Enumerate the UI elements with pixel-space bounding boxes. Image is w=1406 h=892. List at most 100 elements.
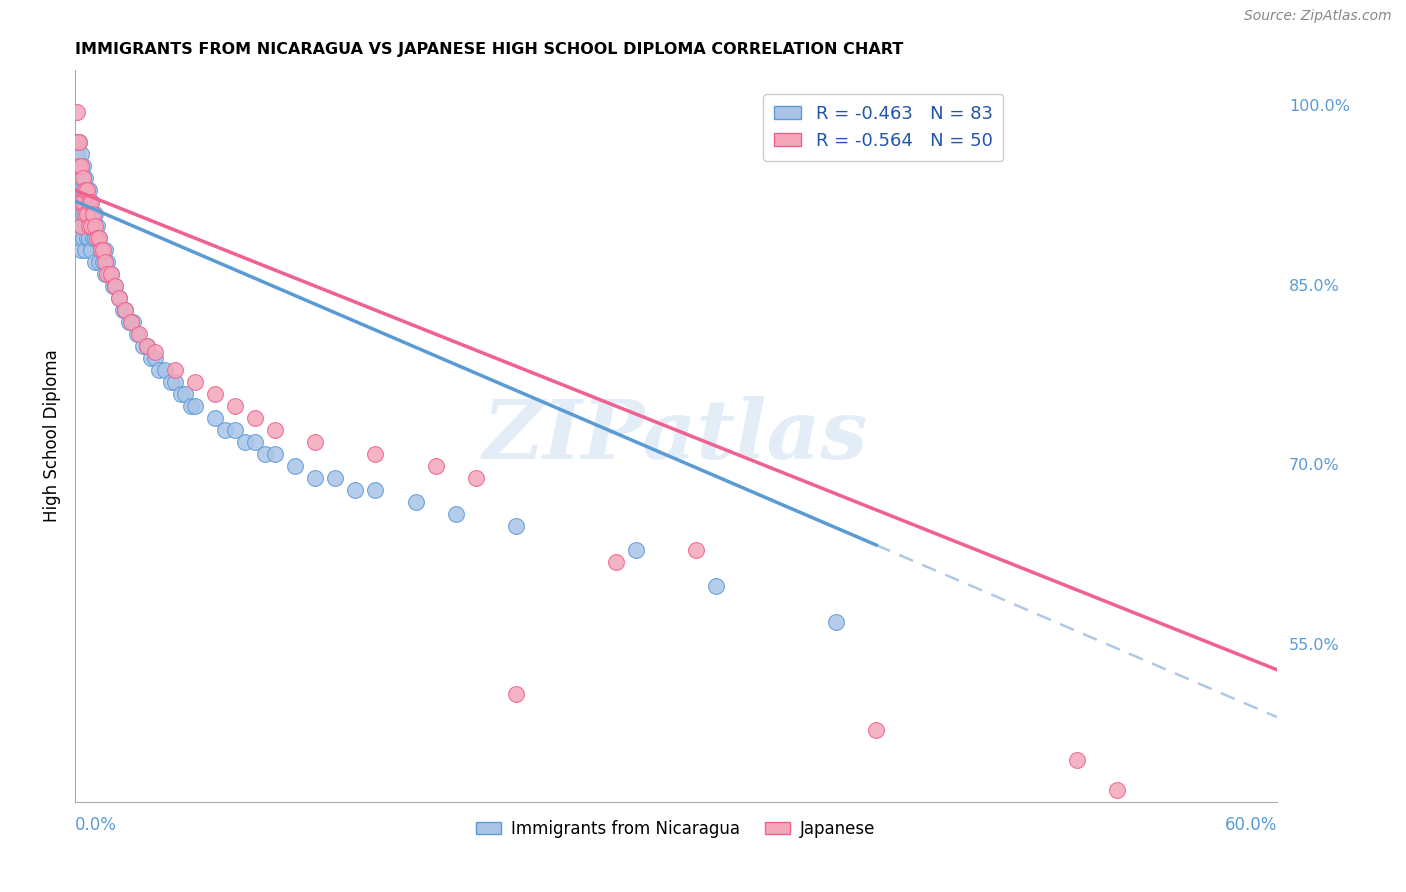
Point xyxy=(325,471,347,485)
Point xyxy=(344,483,367,497)
Point xyxy=(80,219,103,234)
Point xyxy=(67,207,90,221)
Point xyxy=(184,375,207,389)
Point xyxy=(127,327,149,342)
Point xyxy=(122,315,145,329)
Point xyxy=(245,411,267,425)
Point xyxy=(505,687,527,701)
Text: 85.0%: 85.0% xyxy=(1289,278,1340,293)
Point xyxy=(214,423,236,437)
Point xyxy=(70,244,93,258)
Point xyxy=(96,267,118,281)
Point xyxy=(136,339,159,353)
Text: IMMIGRANTS FROM NICARAGUA VS JAPANESE HIGH SCHOOL DIPLOMA CORRELATION CHART: IMMIGRANTS FROM NICARAGUA VS JAPANESE HI… xyxy=(75,42,903,57)
Point xyxy=(76,183,98,197)
Point xyxy=(136,339,159,353)
Point xyxy=(82,231,104,245)
Point xyxy=(70,171,93,186)
Point xyxy=(1105,782,1128,797)
Point xyxy=(67,136,90,150)
Point xyxy=(364,447,387,461)
Point xyxy=(84,219,107,234)
Point xyxy=(624,542,647,557)
Point xyxy=(132,339,155,353)
Point xyxy=(104,279,127,293)
Point xyxy=(73,183,96,197)
Point xyxy=(70,219,93,234)
Point xyxy=(66,105,89,120)
Point xyxy=(184,399,207,413)
Point xyxy=(112,303,135,318)
Point xyxy=(77,207,100,221)
Point xyxy=(94,255,117,269)
Point xyxy=(72,183,94,197)
Text: 100.0%: 100.0% xyxy=(1289,99,1350,114)
Point xyxy=(67,183,90,197)
Point xyxy=(67,195,90,210)
Point xyxy=(86,219,108,234)
Point xyxy=(66,136,89,150)
Point xyxy=(76,183,98,197)
Point xyxy=(80,219,103,234)
Point xyxy=(605,555,627,569)
Point xyxy=(114,303,136,318)
Point xyxy=(70,147,93,161)
Text: 70.0%: 70.0% xyxy=(1289,458,1340,474)
Point xyxy=(174,387,197,401)
Point xyxy=(304,471,326,485)
Text: ZIPatlas: ZIPatlas xyxy=(484,396,869,476)
Point xyxy=(84,231,107,245)
Point xyxy=(91,255,114,269)
Point xyxy=(165,363,187,377)
Point xyxy=(865,723,887,737)
Point xyxy=(72,231,94,245)
Point xyxy=(98,267,121,281)
Point xyxy=(82,207,104,221)
Legend: Immigrants from Nicaragua, Japanese: Immigrants from Nicaragua, Japanese xyxy=(470,814,883,845)
Point xyxy=(72,195,94,210)
Point xyxy=(70,219,93,234)
Point xyxy=(204,411,226,425)
Point xyxy=(108,291,131,305)
Point xyxy=(77,231,100,245)
Point xyxy=(143,351,166,365)
Point xyxy=(304,435,326,450)
Point xyxy=(90,244,112,258)
Point xyxy=(66,147,89,161)
Point xyxy=(73,244,96,258)
Point xyxy=(464,471,486,485)
Point xyxy=(96,255,118,269)
Point xyxy=(67,231,90,245)
Point xyxy=(76,207,98,221)
Point xyxy=(128,327,150,342)
Point xyxy=(444,507,467,521)
Point xyxy=(1066,753,1088,767)
Point xyxy=(264,423,287,437)
Point xyxy=(70,195,93,210)
Point xyxy=(87,231,110,245)
Point xyxy=(170,387,193,401)
Point xyxy=(405,495,427,509)
Point xyxy=(364,483,387,497)
Point xyxy=(82,207,104,221)
Point xyxy=(204,387,226,401)
Point xyxy=(160,375,183,389)
Point xyxy=(72,207,94,221)
Point xyxy=(87,255,110,269)
Point xyxy=(76,231,98,245)
Point xyxy=(505,519,527,533)
Point xyxy=(72,171,94,186)
Point xyxy=(104,279,127,293)
Point xyxy=(264,447,287,461)
Point xyxy=(90,244,112,258)
Point xyxy=(685,542,707,557)
Point xyxy=(76,207,98,221)
Point xyxy=(139,351,162,365)
Text: Source: ZipAtlas.com: Source: ZipAtlas.com xyxy=(1244,9,1392,23)
Point xyxy=(70,195,93,210)
Point xyxy=(825,615,848,629)
Point xyxy=(80,195,103,210)
Point xyxy=(148,363,170,377)
Text: 0.0%: 0.0% xyxy=(75,816,117,834)
Point xyxy=(84,207,107,221)
